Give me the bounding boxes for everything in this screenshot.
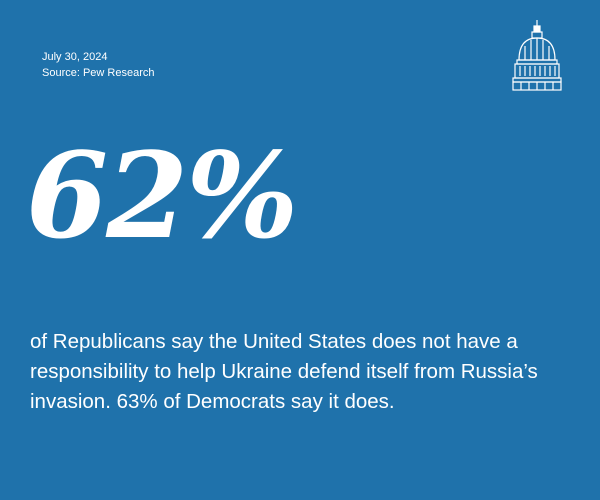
capitol-dome-icon [509,18,565,94]
date-label: July 30, 2024 [42,51,108,63]
meta-info: July 30, 2024 Source: Pew Research [42,49,155,81]
source-label: Source: Pew Research [42,67,155,79]
statement-text: of Republicans say the United States doe… [30,330,538,413]
headline-statistic: 62% [26,126,298,265]
